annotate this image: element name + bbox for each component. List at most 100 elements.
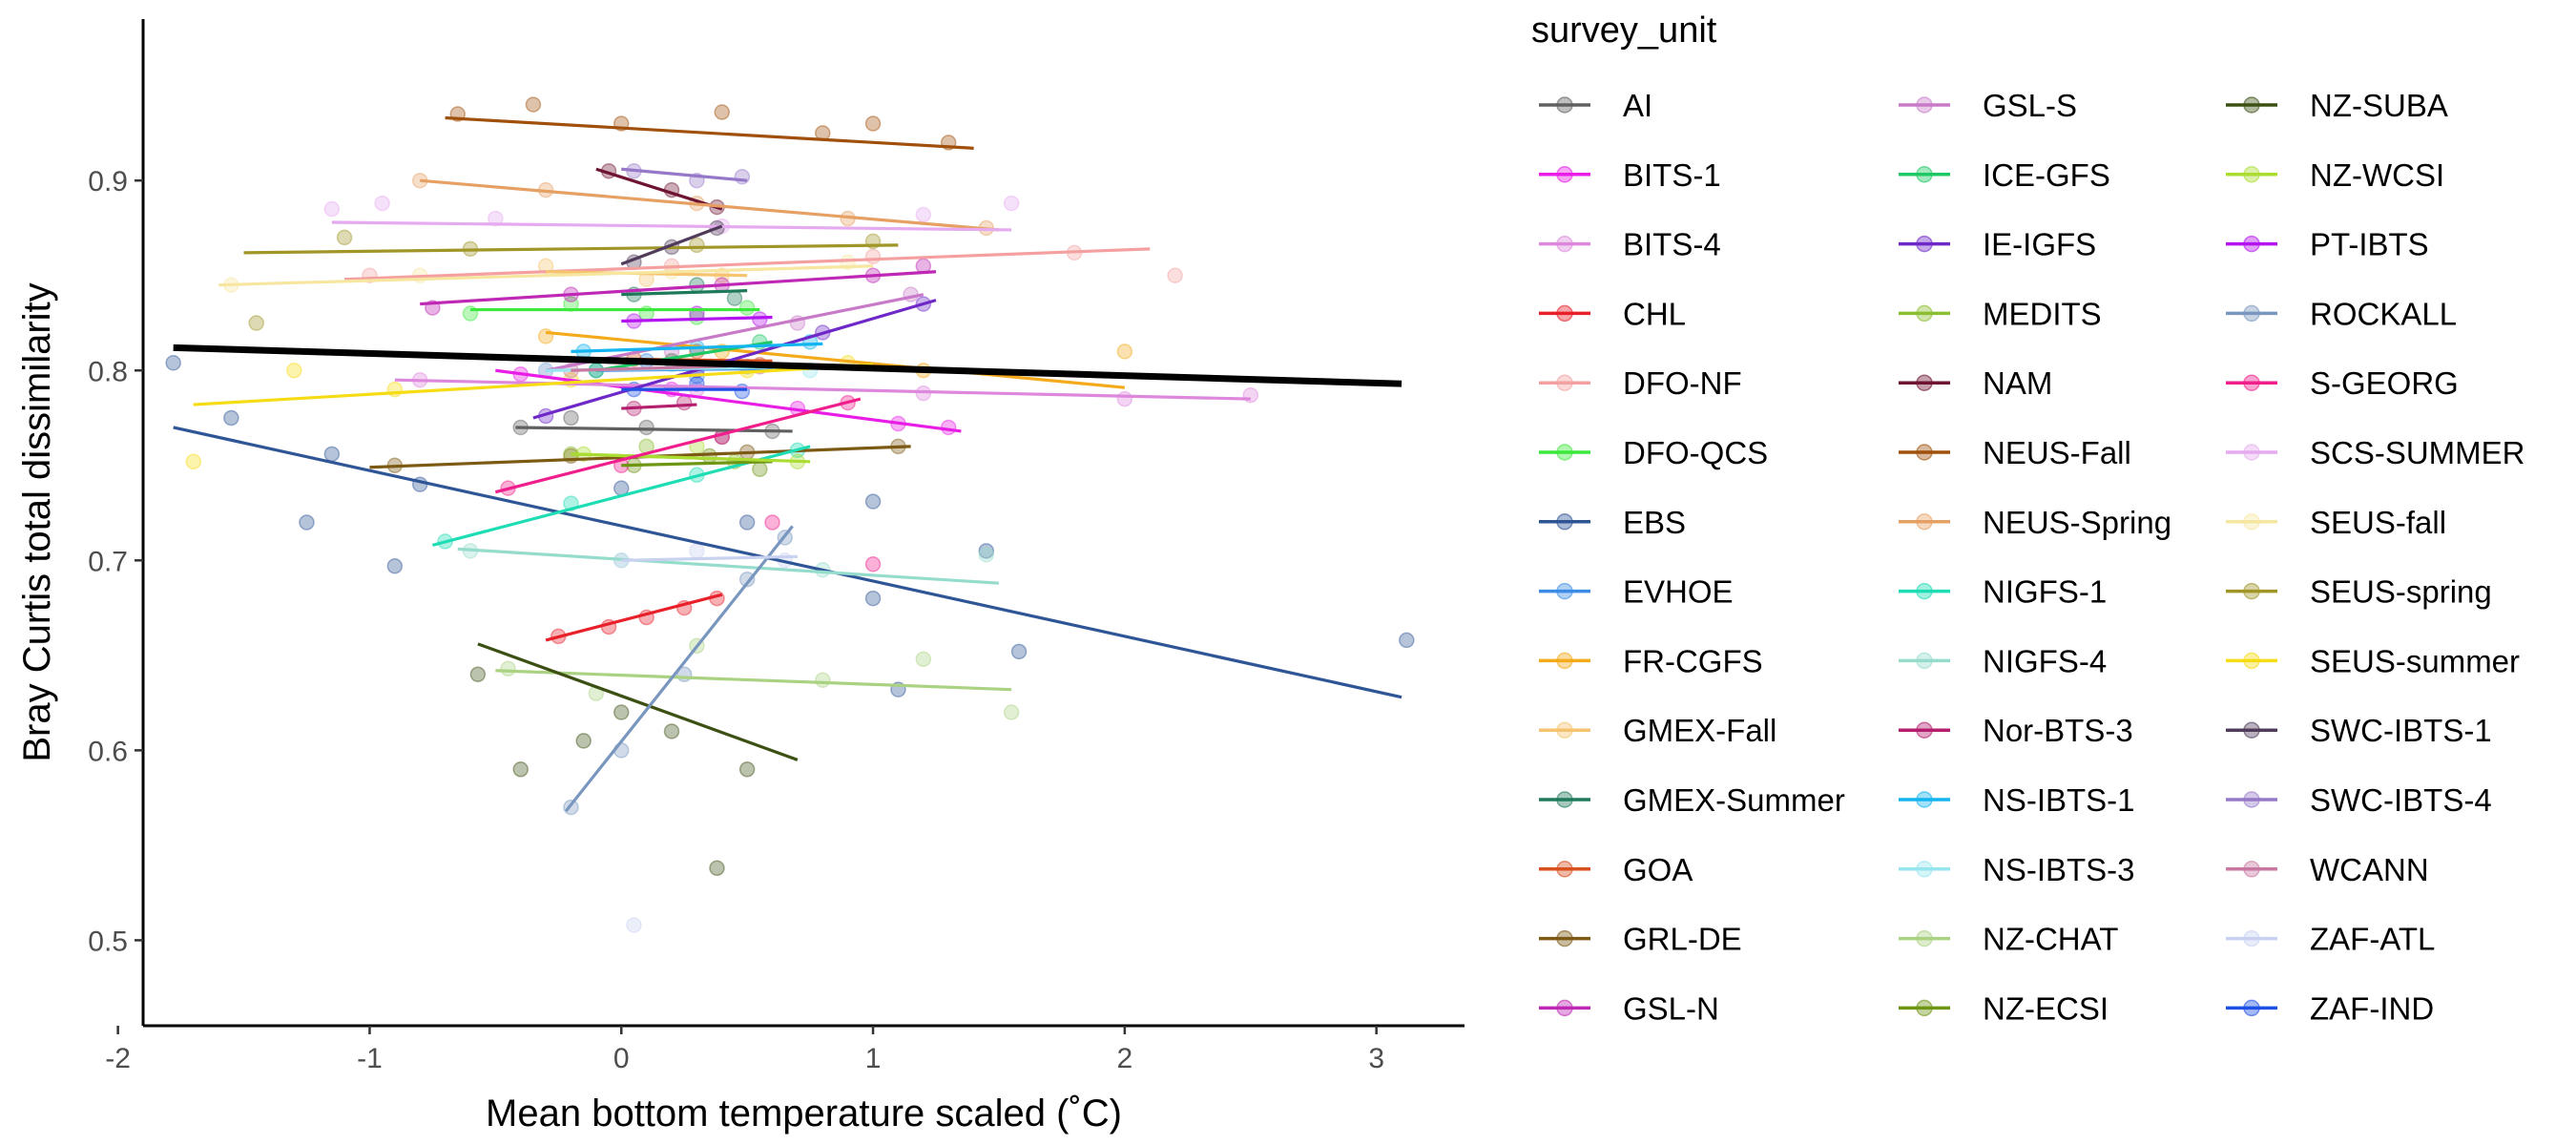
legend-key-point [2243,791,2260,808]
legend-item-medits: MEDITS [1899,296,2102,331]
legend-key-point [1916,929,1933,947]
legend-item-chl: CHL [1539,296,1686,331]
data-point-nz-suba [709,860,725,877]
trend-line-seus-summer [193,363,874,406]
legend-key-point [1916,444,1933,461]
trend-line-neus-fall [445,115,974,150]
x-tick-label: 0 [613,1043,630,1074]
legend-item-fr-cgfs: FR-CGFS [1539,643,1763,678]
legend-key-point [1916,304,1933,323]
data-point-ebs [978,543,995,559]
legend-key-point [2243,999,2260,1017]
legend-item-scs-summer: SCS-SUMMER [2226,435,2525,470]
data-point-dfo-qcs [738,300,756,316]
legend-item-neus-fall: NEUS-Fall [1899,435,2131,470]
legend-key-point [1916,166,1933,183]
overall-trend-line [173,344,1402,387]
legend-label: NAM [1983,365,2052,401]
legend-label: DFO-NF [1623,365,1742,401]
trend-line-seus-spring [243,243,899,255]
legend-key-point [1916,374,1933,391]
data-point-ebs [299,514,315,531]
legend-label: PT-IBTS [2310,227,2429,262]
trend-line-zaf-atl [621,554,798,562]
trend-line-rockall [564,525,794,813]
data-point-gmex-summer [726,290,743,306]
legend-label: SEUS-summer [2310,643,2520,678]
legend-label: SWC-IBTS-1 [2310,713,2492,748]
trend-line-nz-ecsi [621,460,773,468]
legend-key-point [1556,304,1573,323]
trend-line-seus-fall [218,264,874,287]
legend-item-s-georg: S-GEORG [2226,365,2459,401]
data-point-nigfs-4 [978,547,995,563]
trend-line-pt-ibts [621,315,773,323]
legend-title: survey_unit [1531,10,1717,51]
data-point-nz-chat [915,651,932,668]
legend-key-point [1556,652,1573,670]
legend-item-swc-ibts-1: SWC-IBTS-1 [2226,713,2492,748]
legend-key-point [1916,999,1933,1017]
x-tick-label: -1 [357,1043,383,1074]
data-point-neus-fall [525,96,542,113]
data-point-ai [563,409,579,427]
legend-label: ICE-GFS [1983,157,2110,193]
legend-label: SEUS-spring [2310,574,2492,610]
legend-label: AI [1623,88,1652,123]
data-point-seus-summer [185,453,202,470]
legend-item-gsl-n: GSL-N [1539,990,1719,1026]
data-point-ai [638,419,654,436]
legend-label: GMEX-Fall [1623,713,1776,748]
legend-key-point [1916,791,1933,808]
data-point-ebs [1399,632,1415,649]
trend-line-nz-chat [495,669,1012,692]
legend-key-point [1916,721,1933,739]
data-point-nz-chat [500,660,516,677]
data-point-nz-suba [613,704,630,720]
legend-key-point [2243,929,2260,947]
data-point-neus-fall [714,104,731,120]
legend-key-point [2243,513,2260,531]
data-point-dfo-nf [1167,267,1183,283]
trend-line-scs-summer [331,220,1012,232]
trend-line-neus-spring [420,178,1000,232]
data-point-ebs [864,590,882,607]
legend-item-ie-igfs: IE-IGFS [1899,227,2096,262]
legend-item-gmex-fall: GMEX-Fall [1539,713,1776,748]
legend-item-dfo-nf: DFO-NF [1539,365,1742,401]
data-point-nz-ecsi [701,448,717,465]
legend-label: BITS-1 [1623,157,1721,193]
data-point-nz-chat [815,672,831,688]
legend-item-nz-wcsi: NZ-WCSI [2226,157,2444,193]
legend-key-point [2243,444,2260,461]
legend-label: SWC-IBTS-4 [2310,782,2492,818]
legend-key-point [2243,235,2260,253]
legend-item-goa: GOA [1539,852,1693,887]
legend-label: NEUS-Fall [1983,435,2131,470]
data-point-ebs [864,493,882,510]
legend-label: CHL [1623,296,1686,331]
legend-item-rockall: ROCKALL [2226,296,2457,331]
legend-item-grl-de: GRL-DE [1539,922,1742,957]
legend-label: GSL-S [1983,88,2077,123]
legend-label: MEDITS [1983,296,2102,331]
legend-label: ZAF-IND [2310,990,2434,1026]
legend-label: GRL-DE [1623,922,1742,957]
legend-key-point [1916,652,1933,670]
data-point-seus-spring [689,237,705,254]
x-tick-label: 3 [1368,1043,1384,1074]
legend-item-evhoe: EVHOE [1539,574,1734,610]
trend-line-ai [515,426,793,433]
trend-line-nz-wcsi [571,452,811,464]
y-axis-title: Bray Curtis total dissimilarity [16,282,58,761]
trend-lines-layer [173,115,1402,813]
legend-label: S-GEORG [2310,365,2459,401]
legend-key-point [2243,652,2260,670]
data-point-nz-ecsi [752,461,768,478]
legend-key-point [2243,721,2260,739]
legend-label: NIGFS-1 [1983,574,2107,610]
legend-label: NIGFS-4 [1983,643,2107,678]
legend-item-ns-ibts-1: NS-IBTS-1 [1899,782,2135,818]
data-point-nz-suba [575,733,592,749]
legend-label: NZ-SUBA [2310,88,2448,123]
